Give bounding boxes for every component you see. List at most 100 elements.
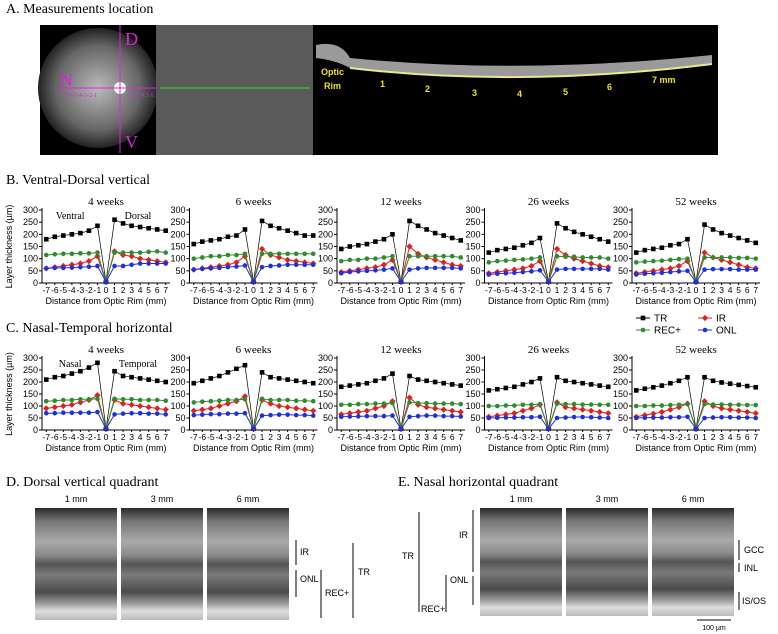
marker	[744, 402, 750, 408]
x-tick-label: -2	[85, 432, 93, 442]
marker	[51, 404, 58, 411]
image-label: 6 mm	[237, 494, 260, 504]
chart-title: 52 weeks	[675, 196, 716, 208]
marker	[338, 384, 344, 390]
x-axis-label: Distance from Optic Rim (mm)	[488, 443, 609, 453]
x-tick-label: -6	[51, 285, 59, 295]
annotation: Nasal	[59, 359, 82, 370]
y-tick-label: 50	[323, 266, 333, 276]
marker	[502, 411, 509, 418]
marker	[597, 236, 602, 242]
marker	[200, 378, 205, 384]
marker	[285, 251, 290, 257]
marker	[432, 265, 438, 271]
marker	[381, 413, 387, 419]
marker	[381, 401, 387, 406]
marker	[675, 262, 683, 270]
marker	[242, 396, 248, 402]
marker	[347, 269, 353, 275]
marker	[356, 269, 361, 274]
x-tick-label: 2	[268, 285, 273, 295]
marker	[658, 408, 665, 416]
x-tick-label: -5	[355, 432, 363, 442]
x-tick-label: 5	[146, 432, 151, 442]
marker	[519, 265, 526, 272]
marker	[605, 402, 611, 408]
marker	[347, 383, 353, 388]
x-tick-label: -5	[60, 432, 68, 442]
marker	[642, 259, 648, 264]
marker	[702, 374, 707, 380]
x-tick-label: -4	[68, 432, 76, 442]
y-tick-label: 250	[613, 217, 628, 227]
marker	[642, 271, 648, 277]
marker	[120, 250, 126, 255]
marker	[129, 250, 134, 255]
marker	[651, 270, 656, 276]
marker	[562, 404, 569, 411]
marker	[449, 407, 456, 414]
marker	[495, 415, 500, 421]
x-tick-label: -4	[658, 285, 666, 295]
x-tick-label: 0	[694, 285, 699, 295]
x-tick-label: 5	[146, 285, 151, 295]
marker	[512, 245, 517, 251]
x-tick-label: 2	[563, 432, 568, 442]
image-label: 3 mm	[151, 494, 174, 504]
marker	[43, 377, 49, 382]
marker	[744, 255, 750, 261]
marker	[285, 397, 290, 403]
marker	[588, 414, 594, 420]
x-tick-label: -4	[511, 432, 519, 442]
marker	[563, 401, 568, 407]
annotation: Dorsal	[125, 211, 152, 222]
marker	[432, 413, 438, 418]
marker	[424, 227, 429, 232]
marker	[163, 261, 169, 266]
marker	[217, 253, 222, 259]
x-tick-label: 4	[580, 285, 585, 295]
marker	[86, 264, 92, 269]
x-tick-label: -6	[641, 285, 649, 295]
marker	[640, 315, 646, 321]
marker	[441, 233, 446, 238]
marker	[338, 402, 344, 408]
marker	[95, 360, 100, 366]
x-tick-label: 1	[702, 285, 707, 295]
x-axis-label: Distance from Optic Rim (mm)	[488, 296, 609, 306]
x-tick-label: 2	[121, 285, 126, 295]
marker	[685, 414, 690, 420]
marker	[424, 378, 429, 384]
marker	[112, 368, 117, 374]
marker	[310, 380, 316, 386]
x-tick-label: 2	[416, 285, 421, 295]
marker	[441, 380, 446, 386]
y-tick-label: 0	[33, 278, 38, 288]
x-tick-label: 7	[163, 285, 168, 295]
oct-label: Rim	[324, 81, 341, 91]
marker	[78, 396, 83, 402]
y-tick-label: 300	[613, 353, 628, 363]
marker	[432, 253, 438, 259]
y-tick-label: 0	[180, 425, 185, 435]
marker	[605, 410, 612, 417]
x-tick-label: 2	[563, 285, 568, 295]
marker	[701, 249, 708, 256]
x-tick-label: -5	[207, 285, 215, 295]
x-tick-label: 7	[753, 285, 758, 295]
marker	[537, 255, 543, 260]
x-tick-label: 3	[719, 432, 724, 442]
marker	[537, 401, 543, 407]
panel-title: A. Measurements location	[6, 2, 153, 17]
x-tick-label: -6	[494, 285, 502, 295]
marker	[693, 426, 699, 432]
y-tick-label: 200	[23, 229, 38, 239]
marker	[380, 261, 388, 268]
y-tick-label: 150	[465, 389, 480, 399]
marker	[137, 224, 143, 230]
x-tick-label: -2	[675, 432, 683, 442]
y-tick-label: 300	[170, 205, 185, 215]
y-tick-label: 300	[613, 205, 628, 215]
marker	[112, 263, 117, 269]
